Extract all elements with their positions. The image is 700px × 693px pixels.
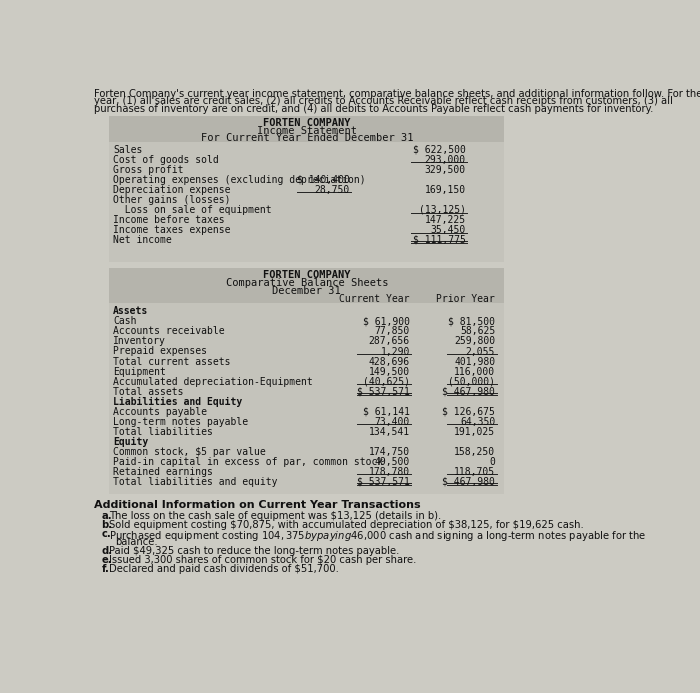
Text: Total current assets: Total current assets	[113, 356, 230, 367]
Text: Income taxes expense: Income taxes expense	[113, 225, 230, 235]
Text: For Current Year Ended December 31: For Current Year Ended December 31	[201, 133, 413, 143]
Text: Assets: Assets	[113, 306, 148, 317]
Text: 49,500: 49,500	[374, 457, 410, 466]
Text: Accounts receivable: Accounts receivable	[113, 326, 225, 337]
Text: 158,250: 158,250	[454, 446, 495, 457]
Text: December 31: December 31	[272, 286, 341, 296]
Text: Additional Information on Current Year Transactions: Additional Information on Current Year T…	[94, 500, 420, 511]
Text: 35,450: 35,450	[430, 225, 466, 235]
Text: 401,980: 401,980	[454, 356, 495, 367]
Text: 174,750: 174,750	[369, 446, 410, 457]
Text: 259,800: 259,800	[454, 337, 495, 346]
Text: Prior Year: Prior Year	[436, 294, 495, 304]
Text: $ 81,500: $ 81,500	[448, 317, 495, 326]
Text: The loss on the cash sale of equipment was $13,125 (details in b).: The loss on the cash sale of equipment w…	[109, 511, 442, 520]
Text: Paid $49,325 cash to reduce the long-term notes payable.: Paid $49,325 cash to reduce the long-ter…	[109, 546, 400, 556]
Text: Total liabilities and equity: Total liabilities and equity	[113, 477, 278, 486]
Text: Declared and paid cash dividends of $51,700.: Declared and paid cash dividends of $51,…	[109, 564, 339, 574]
Text: Loss on sale of equipment: Loss on sale of equipment	[113, 205, 272, 215]
Text: 1,290: 1,290	[381, 346, 410, 356]
Text: Forten Company's current year income statement, comparative balance sheets, and : Forten Company's current year income sta…	[94, 89, 700, 98]
Text: Other gains (losses): Other gains (losses)	[113, 195, 230, 205]
Text: Sales: Sales	[113, 145, 143, 155]
Text: 178,780: 178,780	[369, 466, 410, 477]
Text: 118,705: 118,705	[454, 466, 495, 477]
Text: year, (1) all sales are credit sales, (2) all credits to Accounts Receivable ref: year, (1) all sales are credit sales, (2…	[94, 96, 673, 106]
Text: $ 126,675: $ 126,675	[442, 407, 495, 416]
Text: $ 622,500: $ 622,500	[413, 145, 466, 155]
Text: 116,000: 116,000	[454, 367, 495, 376]
Text: FORTEN COMPANY: FORTEN COMPANY	[263, 118, 351, 128]
Text: 191,025: 191,025	[454, 427, 495, 437]
Bar	[109, 116, 505, 262]
Text: Paid-in capital in excess of par, common stock: Paid-in capital in excess of par, common…	[113, 457, 384, 466]
Text: e.: e.	[102, 555, 112, 565]
Text: $ 111,775: $ 111,775	[413, 235, 466, 245]
Text: 149,500: 149,500	[369, 367, 410, 376]
Text: Long-term notes payable: Long-term notes payable	[113, 416, 248, 427]
Text: 64,350: 64,350	[460, 416, 495, 427]
Text: 287,656: 287,656	[369, 337, 410, 346]
Text: Prepaid expenses: Prepaid expenses	[113, 346, 207, 356]
Text: 147,225: 147,225	[425, 215, 466, 225]
Text: Cost of goods sold: Cost of goods sold	[113, 155, 219, 165]
Text: 28,750: 28,750	[314, 185, 349, 195]
Text: f.: f.	[102, 564, 109, 574]
Text: 134,541: 134,541	[369, 427, 410, 437]
Text: Equity: Equity	[113, 437, 148, 446]
Text: (40,625): (40,625)	[363, 376, 410, 387]
Text: 169,150: 169,150	[425, 185, 466, 195]
Text: 77,850: 77,850	[374, 326, 410, 337]
Text: Common stock, $5 par value: Common stock, $5 par value	[113, 446, 266, 457]
Text: purchases of inventory are on credit, and (4) all debits to Accounts Payable ref: purchases of inventory are on credit, an…	[94, 104, 653, 114]
Bar	[109, 116, 505, 141]
Text: (13,125): (13,125)	[419, 205, 466, 215]
Text: b.: b.	[102, 520, 113, 529]
Text: $ 61,141: $ 61,141	[363, 407, 410, 416]
Text: Sold equipment costing $70,875, with accumulated depreciation of $38,125, for $1: Sold equipment costing $70,875, with acc…	[109, 520, 584, 529]
Text: a.: a.	[102, 511, 112, 520]
Text: Accounts payable: Accounts payable	[113, 407, 207, 416]
Text: balance.: balance.	[116, 536, 158, 547]
Text: 428,696: 428,696	[369, 356, 410, 367]
Text: 73,400: 73,400	[374, 416, 410, 427]
Text: $ 537,571: $ 537,571	[357, 387, 410, 396]
Text: Comparative Balance Sheets: Comparative Balance Sheets	[225, 278, 388, 288]
Text: $ 140,400: $ 140,400	[297, 175, 349, 185]
Text: Total liabilities: Total liabilities	[113, 427, 213, 437]
Text: 293,000: 293,000	[425, 155, 466, 165]
Text: Inventory: Inventory	[113, 337, 166, 346]
Text: Gross profit: Gross profit	[113, 165, 183, 175]
Text: Total assets: Total assets	[113, 387, 183, 396]
Text: Operating expenses (excluding depreciation): Operating expenses (excluding depreciati…	[113, 175, 365, 185]
Text: Depreciation expense: Depreciation expense	[113, 185, 230, 195]
Text: $ 61,900: $ 61,900	[363, 317, 410, 326]
Text: Retained earnings: Retained earnings	[113, 466, 213, 477]
Text: $ 467,980: $ 467,980	[442, 387, 495, 396]
Text: c.: c.	[102, 529, 111, 539]
Bar	[109, 268, 505, 304]
Text: 58,625: 58,625	[460, 326, 495, 337]
Text: Accumulated depreciation-Equipment: Accumulated depreciation-Equipment	[113, 376, 313, 387]
Text: 2,055: 2,055	[466, 346, 495, 356]
Text: d.: d.	[102, 546, 113, 556]
Text: Income before taxes: Income before taxes	[113, 215, 225, 225]
Text: Liabilities and Equity: Liabilities and Equity	[113, 396, 242, 407]
Text: Purchased equipment costing $104,375 by paying $46,000 cash and signing a long-t: Purchased equipment costing $104,375 by …	[109, 529, 647, 543]
Text: $ 467,980: $ 467,980	[442, 477, 495, 486]
Text: $ 537,571: $ 537,571	[357, 477, 410, 486]
Text: Current Year: Current Year	[340, 294, 410, 304]
Text: Cash: Cash	[113, 317, 136, 326]
Text: 329,500: 329,500	[425, 165, 466, 175]
Text: 0: 0	[489, 457, 495, 466]
Text: Income Statement: Income Statement	[257, 125, 357, 136]
Bar	[109, 268, 505, 494]
Text: (50,000): (50,000)	[448, 376, 495, 387]
Text: Net income: Net income	[113, 235, 172, 245]
Text: FORTEN COMPANY: FORTEN COMPANY	[263, 270, 351, 280]
Text: Equipment: Equipment	[113, 367, 166, 376]
Text: Issued 3,300 shares of common stock for $20 cash per share.: Issued 3,300 shares of common stock for …	[109, 555, 416, 565]
